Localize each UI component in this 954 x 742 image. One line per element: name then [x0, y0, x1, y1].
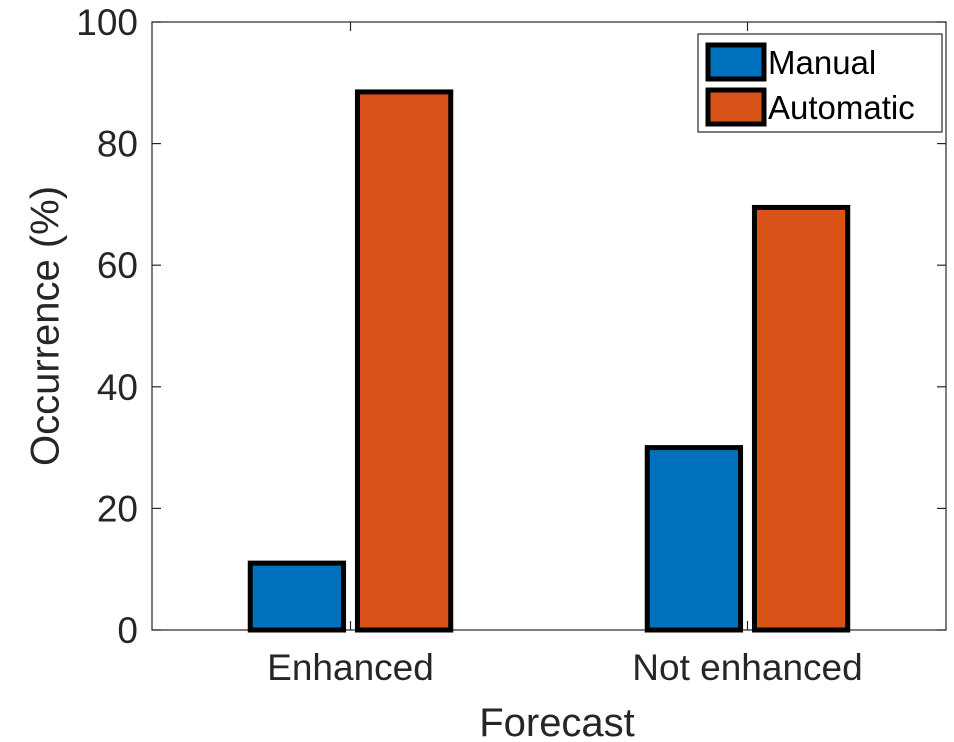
y-tick-label: 40: [97, 367, 138, 408]
legend: Manual Automatic: [697, 33, 943, 133]
y-tick-label: 100: [76, 2, 138, 43]
y-tick-label: 60: [97, 245, 138, 286]
bars: [247, 89, 851, 633]
legend-swatch-manual: [705, 42, 767, 82]
y-tick-label: 0: [117, 610, 138, 651]
x-axis-label: Forecast: [479, 701, 635, 742]
y-tick-label: 20: [97, 488, 138, 529]
bar-manual-enhanced: [247, 560, 347, 633]
bar-automatic-enhanced: [354, 89, 454, 633]
legend-swatch-automatic: [705, 87, 767, 127]
y-axis-ticks: 0 20 40 60 80 100: [76, 2, 946, 651]
x-tick-label: Enhanced: [267, 647, 434, 688]
y-axis-label: Occurrence (%): [24, 186, 68, 466]
legend-label-manual: Manual: [768, 44, 876, 81]
x-tick-label: Not enhanced: [632, 647, 862, 688]
bar-automatic-not-enhanced: [751, 204, 851, 633]
legend-label-automatic: Automatic: [768, 89, 915, 126]
x-axis-ticks: Enhanced Not enhanced: [267, 22, 863, 688]
bar-manual-not-enhanced: [644, 445, 744, 633]
y-tick-label: 80: [97, 124, 138, 165]
